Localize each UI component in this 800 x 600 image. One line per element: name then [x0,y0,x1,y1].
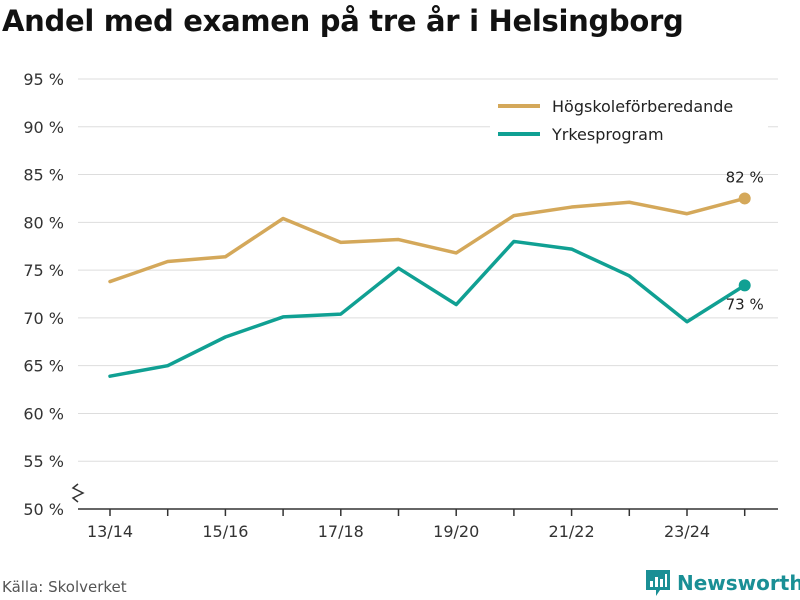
x-tick-label: 17/18 [318,522,364,541]
end-value-label: 73 % [726,295,764,313]
axis-break-icon [71,483,85,503]
data-labels: 82 % 73 % [726,168,764,313]
brand-name: Newsworthy [677,571,800,595]
y-tick-label: 60 % [23,404,64,423]
source-note: Källa: Skolverket [2,578,127,596]
series-line-yrkesprogram [108,239,747,378]
y-axis-ticks: 50 % 55 % 60 % 65 % 70 % 75 % 80 % 85 % 90 % 95 % [23,70,64,519]
end-value-label: 82 % [726,168,764,186]
x-tick-label: 19/20 [433,522,479,541]
y-tick-label: 70 % [23,309,64,328]
x-tick-label: 15/16 [202,522,248,541]
y-tick-label: 55 % [23,452,64,471]
legend: Högskoleförberedande Yrkesprogram [490,92,768,154]
x-tick-label: 21/22 [549,522,595,541]
y-tick-label: 65 % [23,357,64,376]
series-line-hogskoleforberedande [108,196,747,284]
x-tick-label: 13/14 [87,522,133,541]
brand-logo: Newsworthy [645,568,800,598]
end-point-marker [738,192,751,205]
y-tick-label: 50 % [23,500,64,519]
x-axis: 13/14 15/16 17/18 19/20 21/22 23/24 [71,483,778,541]
end-point-marker [738,279,751,292]
y-tick-label: 95 % [23,70,64,89]
bar-chart-logo-icon [646,570,670,596]
legend-label: Yrkesprogram [551,125,664,144]
gridlines [78,78,778,462]
line-chart: 50 % 55 % 60 % 65 % 70 % 75 % 80 % 85 % 90 % 95 %… [23,70,778,541]
legend-background [490,92,768,154]
legend-label: Högskoleförberedande [552,97,733,116]
y-tick-label: 85 % [23,166,64,185]
y-tick-label: 75 % [23,261,64,280]
x-tick-label: 23/24 [664,522,710,541]
y-tick-label: 90 % [23,118,64,137]
series-lines [108,192,751,378]
y-tick-label: 80 % [23,213,64,232]
chart-title: Andel med examen på tre år i Helsingborg [2,4,684,38]
